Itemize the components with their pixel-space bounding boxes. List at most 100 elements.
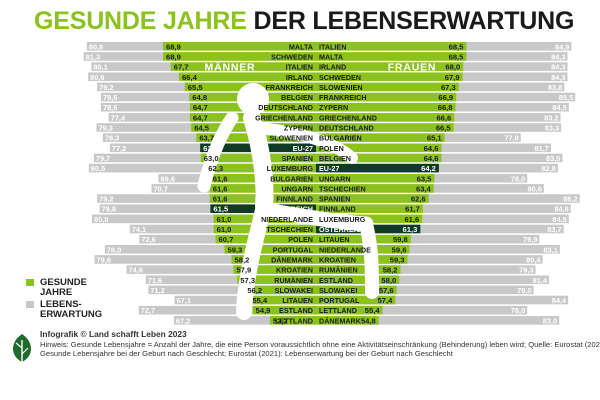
healthy-bar-women-spanien	[316, 194, 429, 203]
healthy-value-men-irland: 66,4	[182, 73, 198, 82]
healthy-bar-women-deutschland	[316, 123, 454, 132]
legend-swatch-gray	[26, 301, 34, 308]
life-value-men-bulgarien: 69,6	[161, 174, 175, 183]
healthy-bar-men-polen	[215, 234, 316, 244]
life-value-women-tschechien: 80,6	[527, 184, 541, 193]
life-value-men-kroatien: 74,6	[129, 266, 143, 275]
legend-life-line-1: LEBENS-	[40, 299, 82, 310]
country-label-men-zypern: ZYPERN	[284, 124, 313, 133]
healthy-value-men-österreich: 61,5	[213, 205, 229, 214]
country-label-women-irland: IRLAND	[319, 63, 346, 72]
healthy-value-men-litauen: 55,4	[252, 296, 268, 305]
footnote-line-1: Hinweis: Gesunde Lebensjahre = Anzahl de…	[40, 340, 600, 349]
country-label-women-bulgarien: BULGARIEN	[319, 134, 362, 143]
life-value-women-portugal: 84,4	[552, 296, 567, 305]
healthy-value-men-portugal: 59,3	[227, 245, 242, 254]
life-value-men-ungarn: 70,7	[154, 184, 168, 193]
life-bar-women-österreich	[316, 224, 564, 234]
healthy-bar-women-portugal	[316, 295, 396, 305]
healthy-bar-women-irland	[316, 62, 464, 71]
life-value-women-zypern: 84,5	[552, 103, 566, 112]
life-bar-men-estland	[138, 305, 316, 315]
healthy-value-women-eu-27: 64,2	[421, 164, 436, 173]
country-label-women-spanien: SPANIEN	[319, 195, 350, 204]
country-label-men-irland: IRLAND	[286, 73, 313, 82]
healthy-bar-women-slowenien	[316, 82, 459, 92]
healthy-value-women-frankreich: 66,9	[438, 93, 453, 102]
healthy-value-men-italien: 67,7	[174, 63, 189, 72]
healthy-value-men-finnland: 61,6	[213, 195, 228, 204]
healthy-value-women-kroatien: 59,3	[390, 255, 405, 264]
life-value-women-lettland: 78,0	[511, 306, 525, 315]
life-value-women-slowakei: 79,0	[517, 286, 531, 295]
life-value-women-niederlande: 83,1	[543, 245, 557, 254]
country-label-women-portugal: PORTUGAL	[319, 296, 360, 305]
healthy-bar-women-frankreich	[316, 92, 457, 102]
country-label-men-estland: ESTLAND	[279, 306, 313, 315]
life-value-men-österreich: 78,8	[102, 205, 116, 214]
healthy-value-men-bulgarien: 61,6	[213, 174, 228, 183]
country-label-women-ungarn: UNGARN	[319, 174, 351, 183]
figure-head	[237, 83, 269, 115]
healthy-value-women-finnland: 61,7	[405, 205, 420, 214]
healthy-value-men-zypern: 64,5	[194, 124, 210, 133]
country-label-men-griechenland: GRIECHENLAND	[255, 113, 313, 122]
title-part-2: DER LEBENSERWARTUNG	[253, 7, 575, 35]
healthy-bar-men-kroatien	[233, 265, 316, 274]
footnote-line-2: Gesunde Lebensjahre bei der Geburt nach …	[40, 349, 453, 358]
country-label-men-frankreich: FRANKREICH	[265, 83, 313, 92]
life-value-women-irland: 84,3	[551, 63, 565, 72]
life-value-women-italien: 84,9	[555, 42, 569, 51]
healthy-value-men-dänemark: 58,2	[235, 255, 250, 264]
figure-left-leg	[236, 198, 272, 320]
life-value-men-spanien: 79,7	[96, 154, 110, 163]
healthy-bar-women-lettland	[316, 305, 383, 315]
healthy-value-men-deutschland: 64,7	[193, 103, 208, 112]
healthy-value-women-griechenland: 66,6	[436, 113, 451, 122]
country-label-women-niederlande: NIEDERLANDE	[319, 245, 371, 254]
country-label-women-malta: MALTA	[319, 52, 343, 61]
life-value-women-dänemark: 83,0	[543, 316, 557, 325]
healthy-value-women-österreich: 61,3	[403, 225, 418, 234]
country-label-men-deutschland: DEUTSCHLAND	[258, 103, 313, 112]
healthy-value-men-slowakei: 56,2	[247, 286, 262, 295]
life-value-women-slowenien: 83,8	[548, 83, 562, 92]
healthy-bar-women-tschechien	[316, 184, 434, 193]
life-value-women-spanien: 86,2	[563, 195, 577, 204]
life-value-women-griechenland: 83,2	[544, 113, 558, 122]
healthy-value-women-deutschland: 66,5	[436, 124, 452, 133]
healthy-bar-women-niederlande	[316, 245, 410, 254]
healthy-bar-men-slowakei	[244, 285, 316, 295]
country-label-women-dänemark: DÄNEMARK	[319, 316, 362, 325]
healthy-value-men-rumänien: 57,3	[240, 276, 255, 285]
life-value-women-polen: 81,7	[534, 144, 548, 153]
life-bar-men-österreich	[99, 204, 317, 213]
life-value-men-eu-27: 77,2	[112, 144, 126, 153]
healthy-value-women-slowenien: 67,3	[441, 83, 456, 92]
life-bar-men-slowakei	[148, 285, 316, 295]
healthy-value-women-italien: 68,5	[449, 42, 465, 51]
country-label-women-slowakei: SLOWAKEI	[319, 286, 357, 295]
healthy-bar-men-lettland	[269, 316, 316, 325]
country-label-men-ungarn: UNGARN	[281, 184, 313, 193]
healthy-bar-women-estland	[316, 275, 400, 285]
gender-label-women: FRAUEN	[388, 61, 437, 73]
life-value-women-deutschland: 83,3	[545, 124, 559, 133]
country-label-men-portugal: PORTUGAL	[273, 245, 314, 254]
life-bar-women-litauen	[316, 234, 540, 244]
country-label-men-kroatien: KROATIEN	[276, 266, 313, 275]
country-label-men-finnland: FINNLAND	[276, 195, 313, 204]
legend-swatch-green	[26, 279, 34, 286]
healthy-value-men-niederlande: 61,0	[217, 215, 232, 224]
healthy-value-men-luxemburg: 62,3	[208, 164, 223, 173]
country-label-women-tschechien: TSCHECHIEN	[319, 184, 366, 193]
healthy-value-men-frankreich: 65,5	[188, 83, 204, 92]
legend-healthy-years: GESUNDE JAHRE	[26, 278, 87, 298]
healthy-bar-men-estland	[252, 305, 316, 315]
healthy-bar-women-rumänien	[316, 265, 401, 274]
chart-title: GESUNDE JAHRE DER LEBENSERWARTUNG	[34, 6, 574, 36]
figure-right-thigh	[258, 202, 374, 232]
figure-right-shin	[359, 217, 379, 299]
credit-text: Infografik © Land schafft Leben 2023	[40, 329, 187, 339]
life-value-men-belgien: 78,6	[103, 93, 117, 102]
